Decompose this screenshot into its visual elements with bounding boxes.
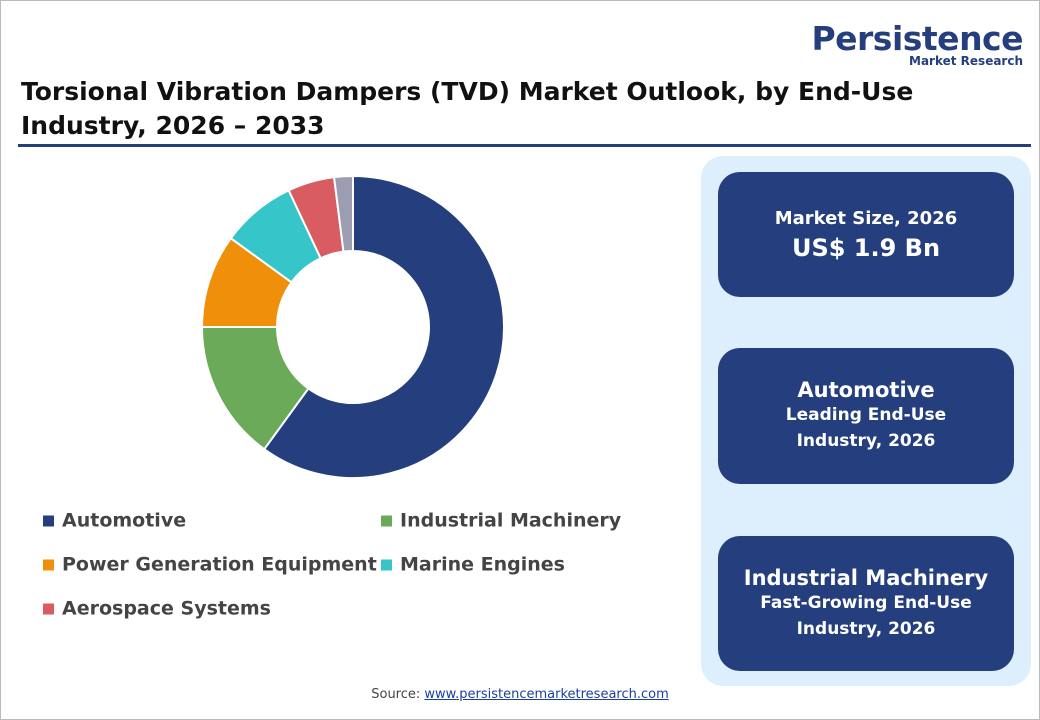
source-link[interactable]: www.persistencemarketresearch.com [424,687,669,702]
title-rule [18,144,1031,147]
legend-label: Automotive [62,510,186,532]
info-box: Industrial Machinery Fast-Growing End-Us… [718,536,1014,671]
logo-tagline: Market Research [909,54,1023,68]
legend-swatch [43,515,54,527]
info-box: Market Size, 2026 US$ 1.9 Bn [718,172,1014,297]
legend-swatch [43,559,54,571]
info-box: Automotive Leading End-Use Industry, 202… [718,348,1014,484]
legend-label: Marine Engines [400,554,565,576]
source: Source: www.persistencemarketresearch.co… [1,687,1039,702]
legend-swatch [381,559,392,571]
legend-label: Power Generation Equipment [62,554,377,576]
box-title: Industrial Machinery [743,565,989,590]
box-title: Market Size, 2026 [774,208,958,229]
box-value: US$ 1.9 Bn [791,234,941,262]
box-subtitle: Fast-Growing End-Use Industry, 2026 [760,592,972,639]
chart: Automotive Industrial Machinery Power Gene… [43,174,622,620]
donut-segment [262,174,505,479]
legend-label: Aerospace Systems [62,598,271,620]
box-title: Automotive [797,378,935,402]
legend-swatch [43,603,54,615]
source-label: Source: [371,687,421,702]
chart-title: Torsional Vibration Dampers (TVD) Market… [21,77,914,140]
box-subtitle: Leading End-Use Industry, 2026 [785,405,947,451]
donut-segment [332,174,354,253]
legend-swatch [381,515,392,527]
logo-name: Persistence [811,19,1023,58]
legend-label: Industrial Machinery [400,510,622,532]
